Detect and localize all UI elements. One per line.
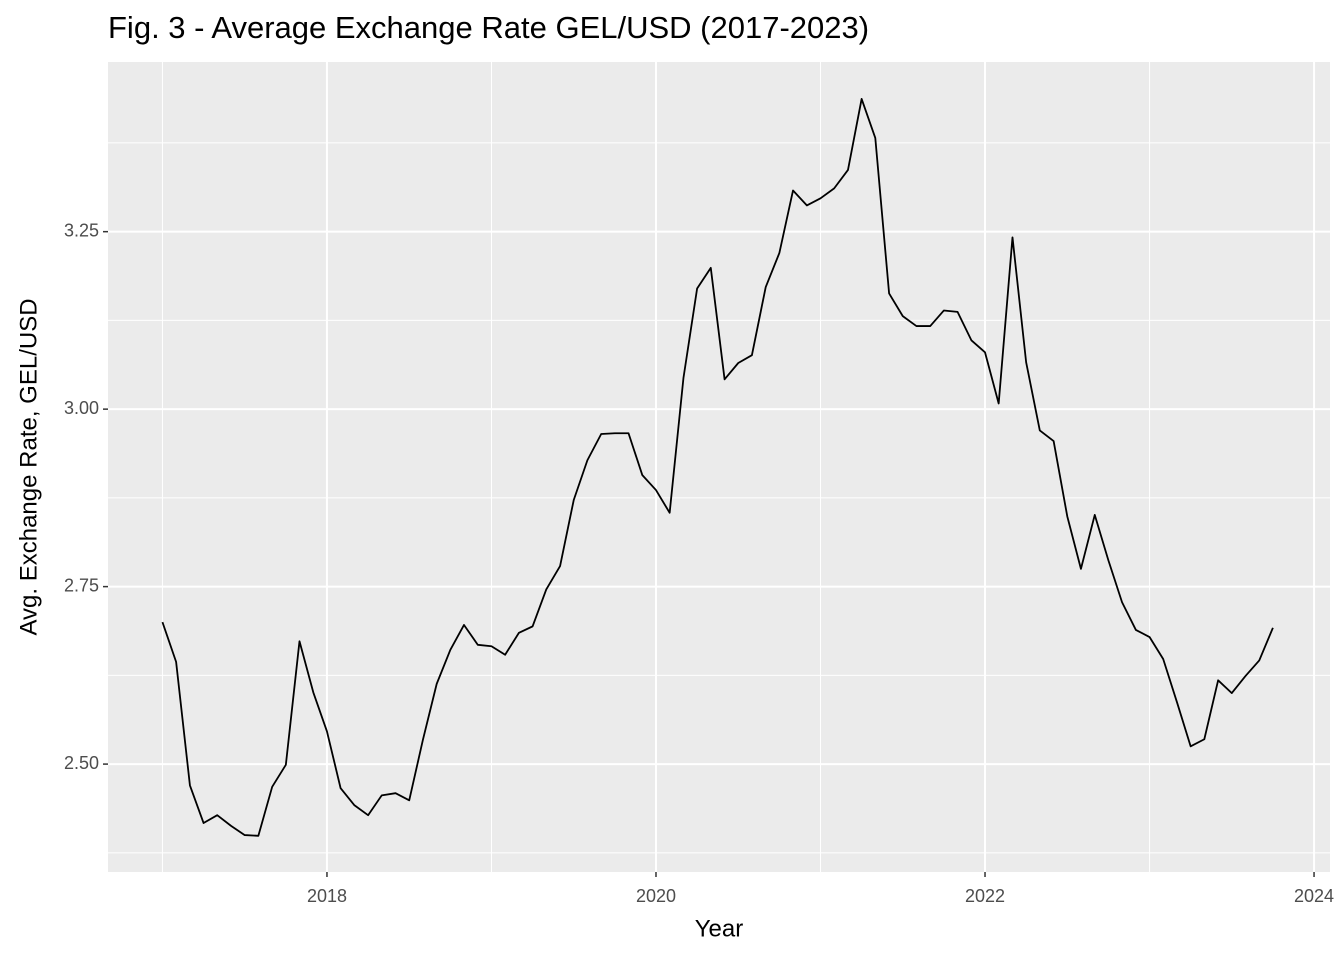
x-tick-label: 2018 — [307, 886, 347, 906]
x-tick-label: 2022 — [965, 886, 1005, 906]
marks — [161, 98, 1274, 837]
grid — [108, 62, 1330, 872]
y-axis-label: Avg. Exchange Rate, GEL/USD — [15, 298, 42, 635]
x-axis-label: Year — [695, 915, 744, 942]
series-line — [161, 98, 1274, 837]
x-tick-label: 2020 — [636, 886, 676, 906]
y-tick-label: 2.75 — [64, 575, 99, 595]
panel — [108, 62, 1330, 872]
chart-title: Fig. 3 - Average Exchange Rate GEL/USD (… — [108, 10, 869, 45]
y-tick-label: 3.00 — [64, 398, 99, 418]
x-tick-label: 2024 — [1294, 886, 1334, 906]
y-tick-label: 2.50 — [64, 753, 99, 773]
y-tick-label: 3.25 — [64, 220, 99, 240]
